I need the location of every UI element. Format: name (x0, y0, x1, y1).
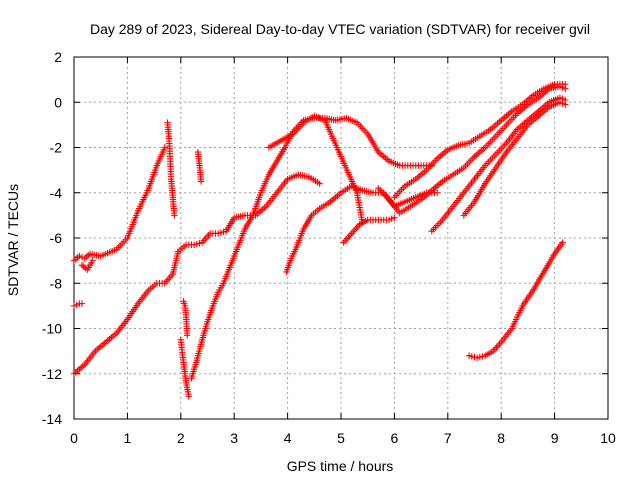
x-tick-label: 8 (497, 430, 505, 446)
y-tick-label: -8 (50, 275, 63, 291)
data-point (316, 180, 323, 187)
grid (74, 57, 608, 419)
x-tick-label: 0 (70, 430, 78, 446)
y-tick-label: -6 (50, 230, 63, 246)
x-tick-label: 5 (337, 430, 345, 446)
data-point (559, 239, 566, 246)
data-point (184, 332, 191, 339)
data-point (197, 178, 205, 185)
y-tick-label: 2 (54, 49, 62, 65)
y-tick-label: -4 (50, 185, 63, 201)
chart-title: Day 289 of 2023, Sidereal Day-to-day VTE… (90, 21, 590, 37)
x-axis-label: GPS time / hours (287, 458, 394, 474)
x-tick-label: 10 (600, 430, 616, 446)
x-tick-label: 4 (284, 430, 292, 446)
data-point (562, 101, 569, 108)
data-point (185, 393, 193, 400)
y-tick-label: -10 (42, 321, 62, 337)
x-tick-label: 3 (230, 430, 238, 446)
data-point (562, 80, 569, 88)
x-tick-label: 2 (177, 430, 185, 446)
y-tick-label: -2 (50, 140, 63, 156)
data-point (391, 214, 398, 221)
axis-ticks: 0 1 2 3 4 5 6 7 8 9 10 -14 -12 -10 -8 -6 -4 -2 0 2 (42, 49, 616, 446)
data-point (433, 189, 441, 196)
y-axis-label: SDTVAR / TECUs (5, 184, 21, 296)
data-point (89, 257, 96, 264)
x-tick-label: 9 (551, 430, 559, 446)
x-tick-label: 7 (444, 430, 452, 446)
data-point (171, 212, 178, 219)
x-tick-label: 6 (391, 430, 399, 446)
data-point (78, 300, 86, 307)
data-point (161, 144, 168, 151)
y-tick-label: -14 (42, 411, 62, 427)
y-tick-label: 0 (54, 94, 62, 110)
y-tick-label: -12 (42, 366, 62, 382)
data-marks (70, 80, 569, 400)
x-tick-label: 1 (124, 430, 132, 446)
